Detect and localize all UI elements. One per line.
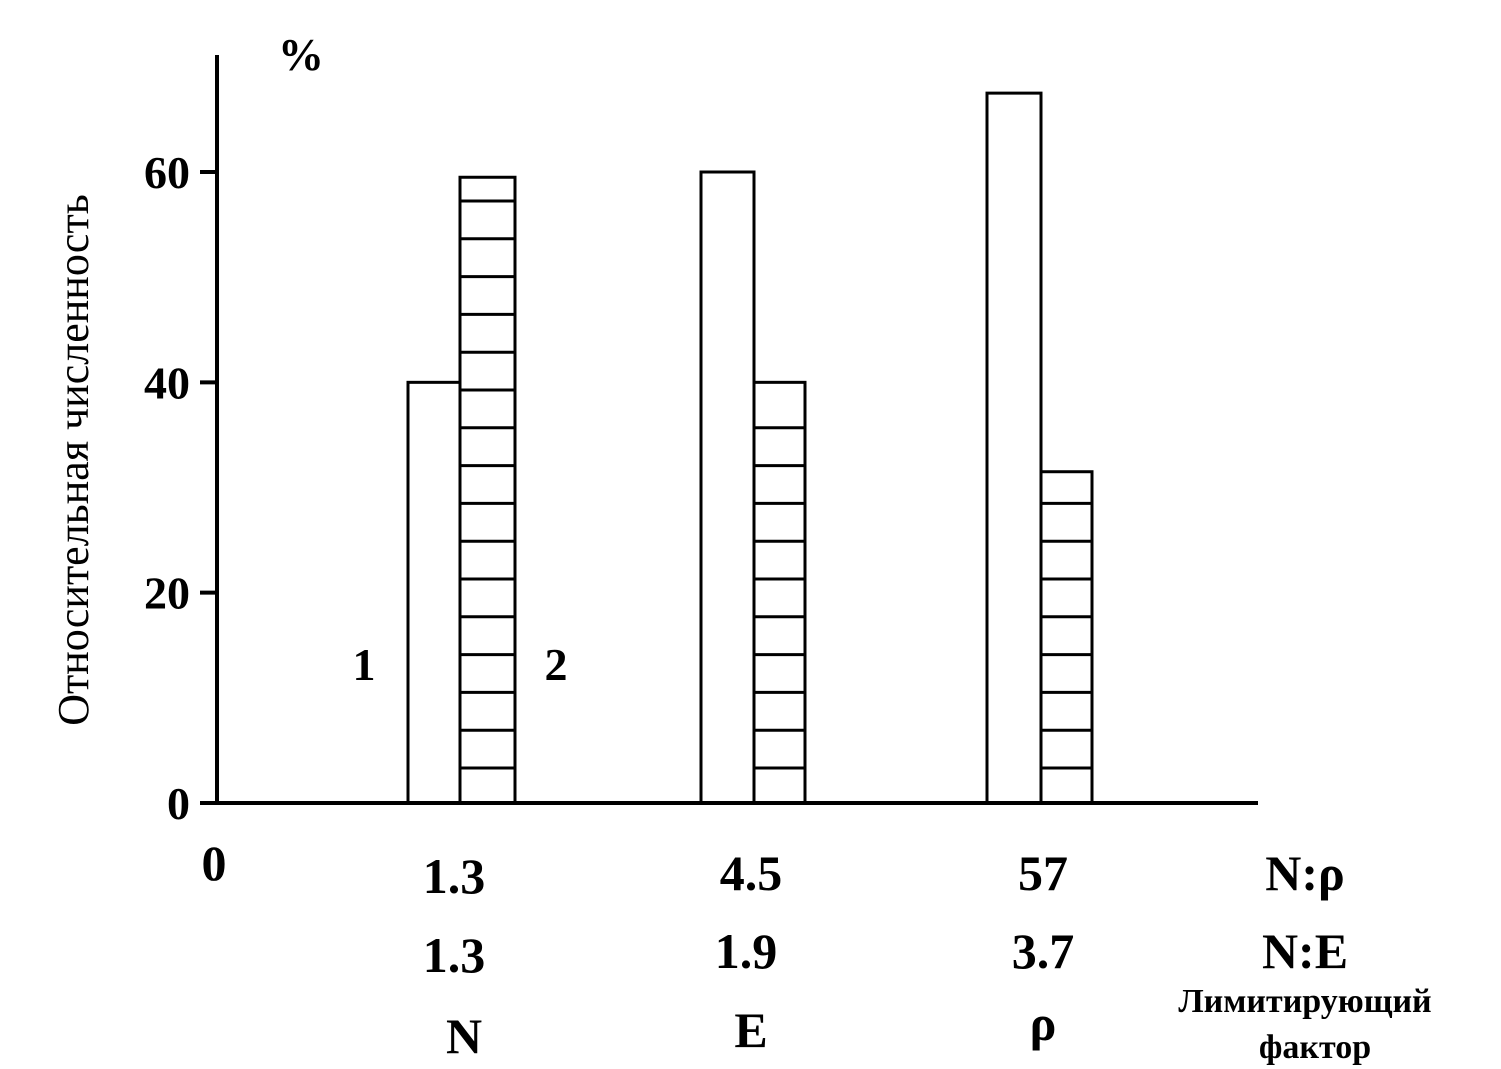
bar-series-1-cat-2 (985, 91, 1043, 805)
legend-label-series-2: 2 (545, 639, 568, 690)
cat-1-factor-label: E (734, 1002, 767, 1058)
bar-series-2-cat-2 (1039, 470, 1094, 805)
y-tick-label: 0 (167, 778, 190, 829)
y-unit-label: % (278, 29, 324, 80)
bar-series-2-cat-0 (458, 175, 517, 805)
cat-1-np-label: 4.5 (720, 845, 783, 901)
y-tick-label: 40 (144, 357, 190, 408)
y-tick-label: 60 (144, 147, 190, 198)
row-label-factor-line2: фактор (1259, 1029, 1371, 1066)
y-ticks-group: 0 20 40 60 (144, 147, 217, 829)
bar-series-2-cat-1 (752, 380, 807, 805)
y-tick-label: 20 (144, 568, 190, 619)
cat-0-np-label: 1.3 (423, 848, 486, 904)
axes-group (200, 55, 1258, 805)
row-label-ne: N:E (1262, 923, 1348, 979)
cat-0-factor-label: N (446, 1008, 482, 1064)
bar-series-1-cat-0 (406, 380, 462, 805)
cat-2-np-label: 57 (1018, 845, 1068, 901)
legend-label-series-1: 1 (353, 639, 376, 690)
row-label-factor-line1: Лимитирующий (1178, 983, 1431, 1020)
cat-1-ne-label: 1.9 (715, 923, 778, 979)
cat-2-factor-label: ρ (1030, 995, 1057, 1051)
cat-0-ne-label: 1.3 (423, 927, 486, 983)
row-label-np: N:ρ (1265, 845, 1345, 901)
y-axis-title: Относительная численность (49, 194, 98, 726)
cat-2-ne-label: 3.7 (1012, 923, 1075, 979)
bar-series-1-cat-1 (699, 170, 756, 805)
origin-label: 0 (202, 835, 227, 891)
bars-group (406, 91, 1094, 805)
